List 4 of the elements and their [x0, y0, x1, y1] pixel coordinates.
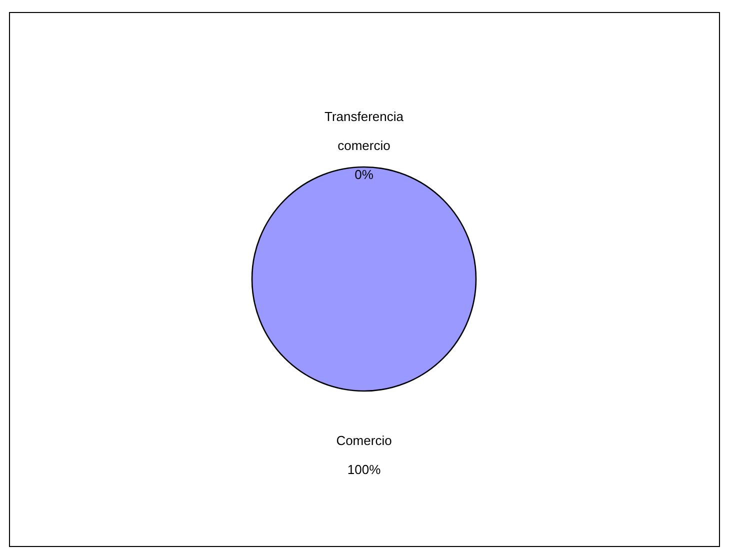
data-label: 100% [347, 462, 382, 477]
category-label: Transferencia comercio [324, 109, 404, 153]
slice-label: Comercio [336, 433, 392, 448]
text: 0% [354, 167, 374, 182]
